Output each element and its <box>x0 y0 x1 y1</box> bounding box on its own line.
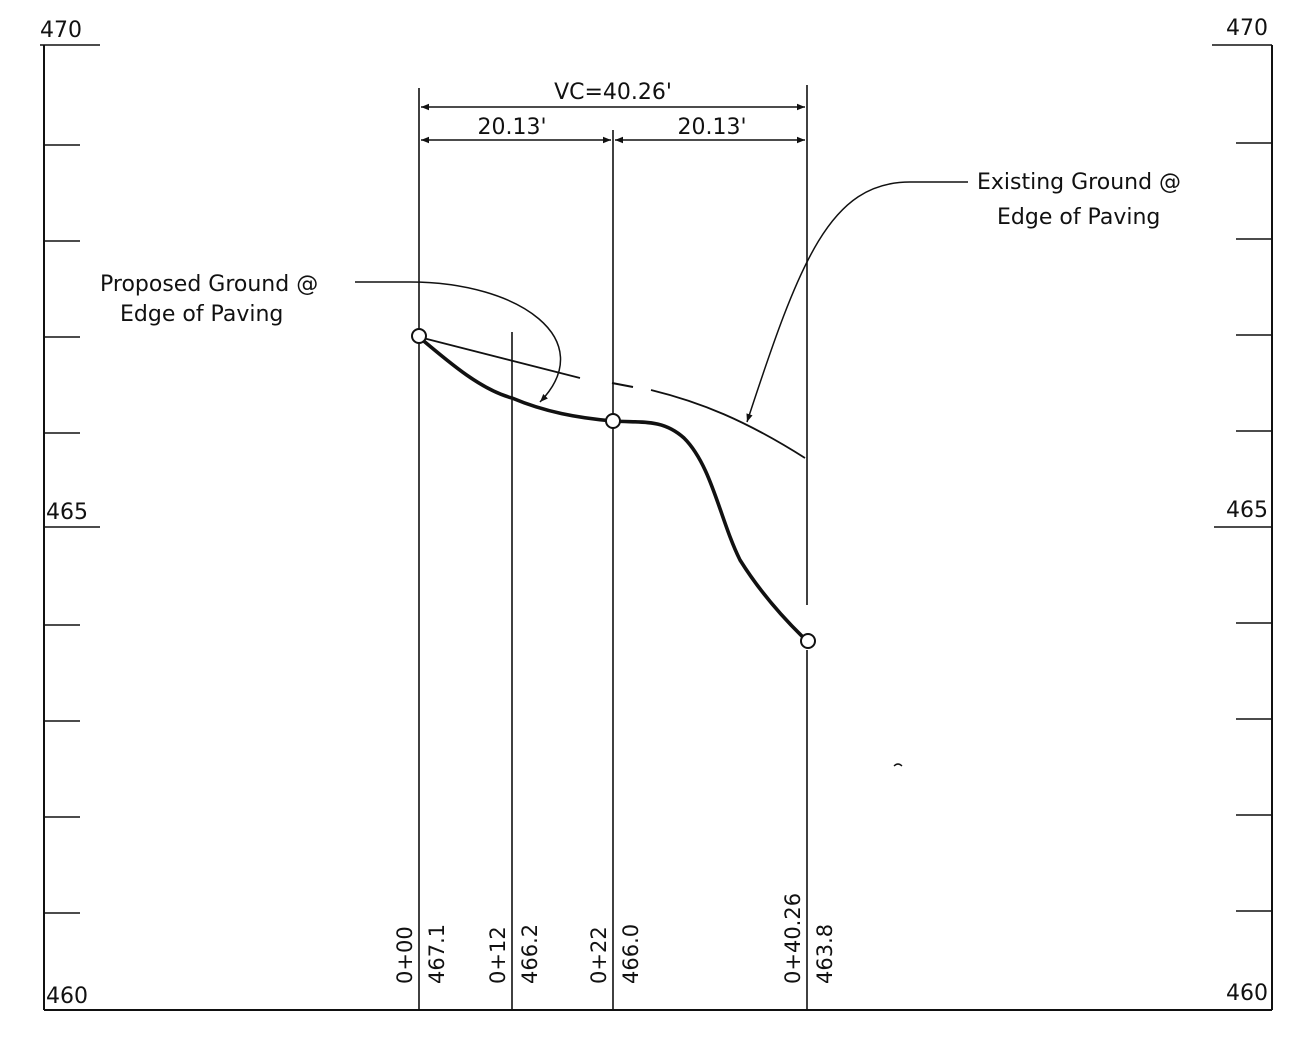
frame <box>40 44 1273 1011</box>
existing-ground-line <box>418 336 806 459</box>
existing-ground-seg-1 <box>418 336 581 379</box>
axis-labels: 470 465 460 470 465 460 <box>40 16 1268 1009</box>
half-left-label: 20.13' <box>477 115 546 140</box>
existing-leader <box>746 181 968 423</box>
existing-ground-seg-3 <box>650 389 806 459</box>
proposed-label-line1: Proposed Ground @ <box>100 272 318 297</box>
station-label-1: 0+12 <box>486 926 510 984</box>
pvc-point <box>411 328 427 344</box>
elevation-label-1: 466.2 <box>518 924 542 984</box>
station-label-3: 0+40.26 <box>781 893 805 984</box>
pvt-point <box>800 633 816 649</box>
left-label-460: 460 <box>46 984 88 1009</box>
station-label-0: 0+00 <box>393 926 417 984</box>
left-label-470: 470 <box>40 18 82 43</box>
left-label-465: 465 <box>46 500 88 525</box>
station-label-2: 0+22 <box>587 926 611 984</box>
existing-ground-seg-2 <box>611 382 634 388</box>
existing-label-line1: Existing Ground @ <box>977 170 1181 195</box>
elevation-label-3: 463.8 <box>813 924 837 984</box>
station-labels: 0+00 467.1 0+12 466.2 0+22 466.0 0+40.26… <box>393 893 837 984</box>
pvi-point <box>605 413 621 429</box>
ticks <box>44 142 1272 914</box>
station-lines <box>418 85 808 1010</box>
proposed-leader <box>355 281 562 403</box>
half-right-label: 20.13' <box>677 115 746 140</box>
existing-label-line2: Edge of Paving <box>997 205 1160 230</box>
callout-leaders <box>355 181 968 423</box>
vc-label: VC=40.26' <box>554 80 672 105</box>
proposed-ground-curve <box>417 335 809 643</box>
right-label-470: 470 <box>1226 16 1268 41</box>
right-label-465: 465 <box>1226 498 1268 523</box>
points <box>411 328 816 649</box>
callouts: Proposed Ground @ Edge of Paving Existin… <box>100 170 1181 327</box>
elevation-label-0: 467.1 <box>425 924 449 984</box>
dimensions: VC=40.26' 20.13' 20.13' <box>421 80 805 144</box>
elevation-label-2: 466.0 <box>619 924 643 984</box>
proposed-label-line2: Edge of Paving <box>120 302 283 327</box>
right-label-460: 460 <box>1226 981 1268 1006</box>
scan-mark <box>893 763 903 767</box>
